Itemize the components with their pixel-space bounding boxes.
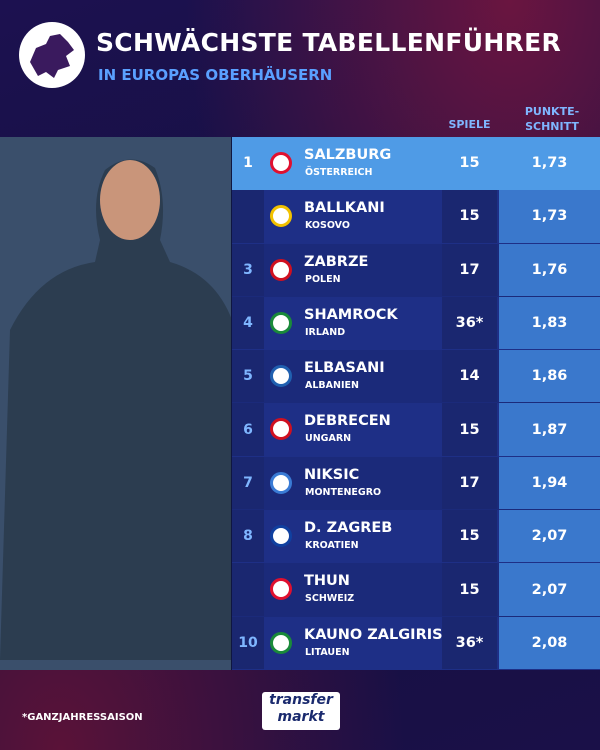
table: 1 SALZBURG ÖSTERREICH 15 1,73 BALLKANI KOSOVO 1… [232, 137, 600, 670]
club-name: DEBRECEN [304, 413, 391, 430]
country: SCHWEIZ [305, 593, 355, 605]
country: KOSOVO [305, 220, 350, 232]
country: ÖSTERREICH [305, 167, 373, 178]
club-logo [270, 365, 292, 388]
column-header: SPIELE [448, 118, 491, 131]
rank-cell [232, 296, 264, 350]
games: 17 [442, 456, 497, 510]
rank: 10 [238, 634, 258, 651]
club-name: BALLKANI [304, 200, 385, 217]
brand-text: markt [277, 709, 325, 725]
brand-logo: transfer markt [262, 692, 340, 730]
club-name: NIKSIC [304, 466, 360, 483]
europe-map [30, 34, 74, 78]
country: UNGARN [305, 433, 352, 445]
club-logo [270, 471, 292, 494]
games: 15 [442, 510, 497, 563]
average: 1,73 [499, 190, 600, 243]
table-row: 10 KAUNO ZALGIRIS LITAUEN 36* 2,08 [232, 616, 600, 670]
average: 2,07 [499, 510, 600, 563]
country: MONTENEGRO [305, 486, 382, 498]
average: 1,73 [499, 137, 600, 190]
average: 2,08 [499, 616, 600, 669]
table-row: 1 SALZBURG ÖSTERREICH 15 1,73 [232, 137, 600, 191]
column-header: PUNKTE-SCHNITT [524, 105, 580, 133]
games: 15 [442, 137, 497, 190]
club-logo [270, 152, 292, 174]
club-name: KAUNO ZALGIRIS [304, 626, 443, 643]
country: LITAUEN [305, 646, 350, 658]
rank-cell [232, 403, 264, 456]
games: 15 [442, 403, 497, 456]
average: 1,87 [499, 403, 600, 456]
average: 1,86 [499, 350, 600, 403]
rank: 8 [243, 528, 253, 545]
person-head [100, 160, 160, 240]
club-logo [270, 205, 292, 228]
games: 36* [442, 296, 497, 350]
rank-cell [232, 510, 264, 563]
country: ALBANIEN [305, 380, 359, 392]
country: IRLAND [305, 326, 346, 338]
club-logo [270, 578, 292, 601]
rank: 7 [243, 474, 253, 491]
person-coat [0, 159, 232, 660]
rank-cell [232, 563, 264, 616]
rank-cell [232, 190, 264, 243]
club-name: SHAMROCK [304, 306, 398, 323]
games: 17 [442, 243, 497, 296]
rank-cell [232, 456, 264, 510]
brand-text: transfer [269, 692, 333, 708]
table-row: 4 SHAMROCK IRLAND 36* 1,83 [232, 296, 600, 351]
games: 15 [442, 190, 497, 243]
average: 1,94 [499, 456, 600, 510]
title: SCHWÄCHSTE TABELLENFÜHRER [96, 28, 562, 57]
club-name: ELBASANI [304, 360, 385, 377]
games: 36* [442, 616, 497, 669]
club-logo [270, 258, 292, 281]
club-name: THUN [304, 573, 350, 590]
games: 15 [442, 563, 497, 616]
rank-cell [232, 616, 264, 669]
rank-cell [232, 350, 264, 403]
table-row: 5 ELBASANI ALBANIEN 14 1,86 [232, 350, 600, 404]
rank: 6 [243, 421, 253, 438]
table-row: 6 DEBRECEN UNGARN 15 1,87 [232, 403, 600, 457]
club-logo [270, 631, 292, 654]
club-name: SALZBURG [304, 147, 392, 163]
average: 2,07 [499, 563, 600, 616]
country: KROATIEN [305, 540, 359, 552]
rank: 1 [243, 155, 253, 172]
average: 1,83 [499, 296, 600, 350]
table-row: 8 D. ZAGREB KROATIEN 15 2,07 [232, 510, 600, 564]
table-row: BALLKANI KOSOVO 15 1,73 [232, 190, 600, 244]
games: 14 [442, 350, 497, 403]
subtitle: IN EUROPAS OBERHÄUSERN [98, 66, 333, 84]
footnote: *GANZJAHRESSAISON [22, 712, 143, 723]
rank: 3 [243, 261, 253, 278]
club-logo [270, 525, 292, 548]
table-row: THUN SCHWEIZ 15 2,07 [232, 563, 600, 617]
country: POLEN [305, 273, 341, 285]
table-row: 3 ZABRZE POLEN 17 1,76 [232, 243, 600, 297]
club-name: D. ZAGREB [304, 520, 393, 537]
rank: 4 [243, 315, 253, 332]
rank: 5 [243, 368, 253, 385]
table-row: 7 NIKSIC MONTENEGRO 17 1,94 [232, 456, 600, 511]
rank-cell [232, 137, 264, 190]
rank-cell [232, 243, 264, 296]
club-logo [270, 311, 292, 334]
club-logo [270, 418, 292, 441]
average: 1,76 [499, 243, 600, 296]
club-name: ZABRZE [304, 253, 369, 270]
